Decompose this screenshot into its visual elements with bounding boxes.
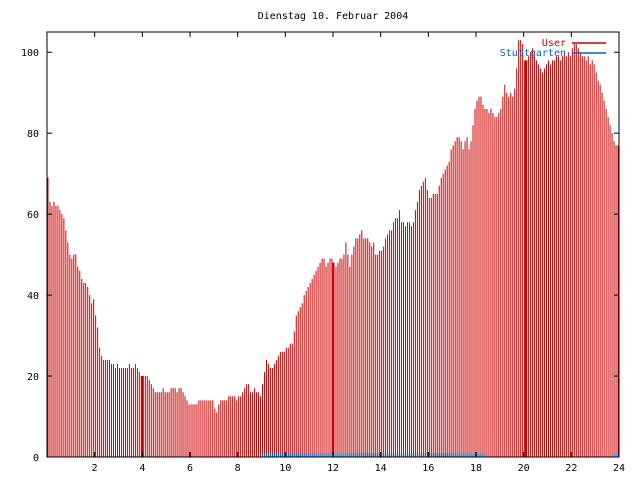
x-tick-label: 20 — [518, 463, 530, 474]
legend-label-user: User — [542, 38, 566, 49]
y-tick-label: 0 — [33, 453, 39, 464]
x-tick-label: 2 — [92, 463, 98, 474]
legend: User Stuttgarten — [500, 38, 606, 59]
x-tick-label: 10 — [279, 463, 291, 474]
x-tick-label: 16 — [422, 463, 434, 474]
x-tick-label: 6 — [187, 463, 193, 474]
y-tick-label: 40 — [27, 291, 39, 302]
legend-label-stuttgarten: Stuttgarten — [500, 48, 566, 59]
x-tick-label: 4 — [139, 463, 145, 474]
chart-title: Dienstag 10. Februar 2004 — [258, 11, 409, 22]
y-tick-label: 20 — [27, 372, 39, 383]
x-tick-label: 22 — [565, 463, 577, 474]
x-tick-label: 14 — [375, 463, 387, 474]
series-stuttgarten-layer — [261, 452, 619, 457]
y-tick-label: 80 — [27, 129, 39, 140]
x-tick-label: 18 — [470, 463, 482, 474]
x-tick-label: 8 — [235, 463, 241, 474]
bars-layer — [47, 40, 619, 457]
y-tick-label: 100 — [21, 48, 39, 59]
x-tick-label: 24 — [613, 463, 625, 474]
y-tick-label: 60 — [27, 210, 39, 221]
x-tick-label: 12 — [327, 463, 339, 474]
